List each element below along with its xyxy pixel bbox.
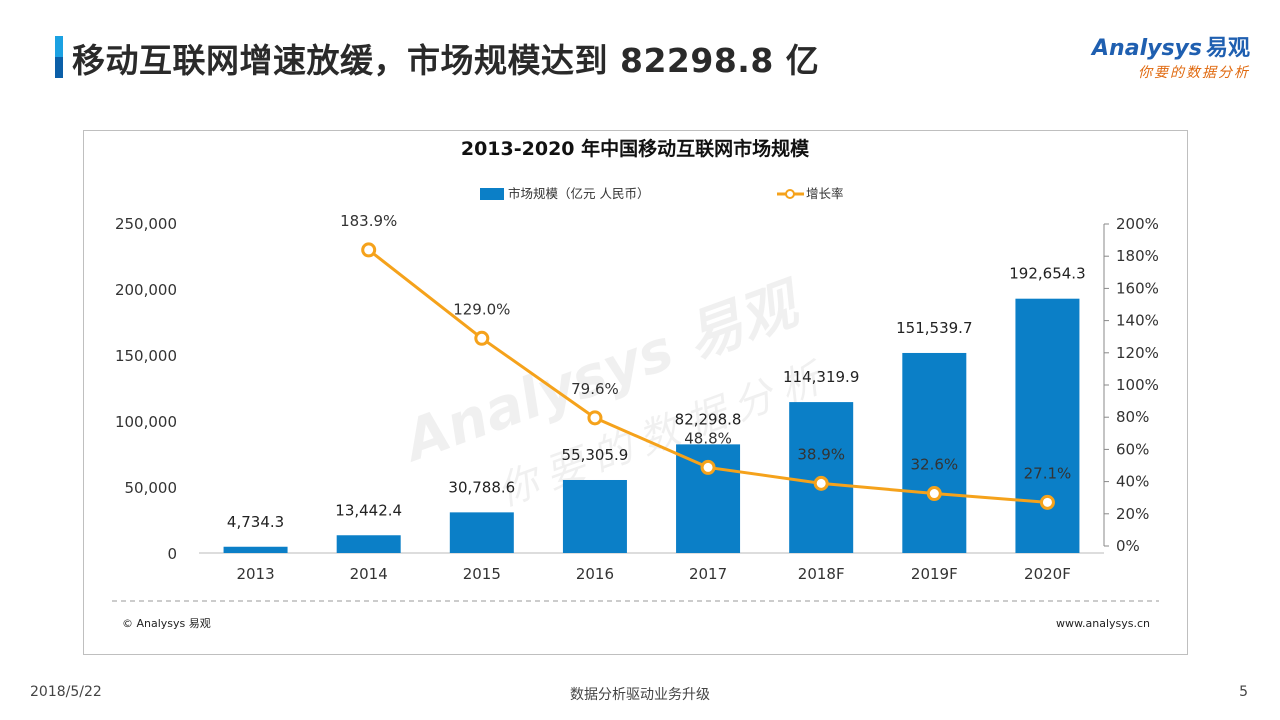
- y-left-tick-label: 250,000: [115, 215, 177, 233]
- bar-value-label: 55,305.9: [562, 446, 629, 464]
- footer-tagline: 数据分析驱动业务升级: [570, 687, 710, 703]
- growth-value-label: 27.1%: [1024, 464, 1072, 482]
- y-right-tick-label: 200%: [1116, 215, 1159, 233]
- chart-panel: Analysys 易观 你要的数据分析 2013-2020 年中国移动互联网市场规模…: [83, 130, 1188, 655]
- bar-value-label: 4,734.3: [227, 513, 284, 531]
- growth-value-label: 79.6%: [571, 380, 619, 398]
- growth-value-label: 48.8%: [684, 429, 732, 447]
- growth-value-label: 183.9%: [340, 212, 397, 230]
- bar-2019F: [902, 352, 967, 553]
- bar-value-label: 114,319.9: [783, 368, 859, 386]
- y-right-tick-label: 0%: [1116, 537, 1140, 555]
- growth-point-2020F: [1039, 494, 1055, 510]
- x-tick-label: 2020F: [1024, 565, 1071, 583]
- growth-point-2016: [587, 410, 603, 426]
- y-right-tick-label: 20%: [1116, 505, 1149, 523]
- logo-brand-en: Analysys: [1092, 36, 1202, 61]
- title-accent-bar: [55, 36, 63, 78]
- y-left-tick-label: 200,000: [115, 281, 177, 299]
- bar-2014: [336, 535, 401, 553]
- x-tick-label: 2019F: [911, 565, 958, 583]
- x-tick-label: 2016: [576, 565, 614, 583]
- growth-point-2017: [700, 459, 716, 475]
- y-left-tick-label: 0: [167, 545, 177, 563]
- x-tick-label: 2013: [236, 565, 274, 583]
- legend-label-line: 增长率: [806, 186, 844, 201]
- analysys-logo: Analysys 易观 你要的数据分析: [1070, 30, 1250, 82]
- y-right-tick-label: 180%: [1116, 247, 1159, 265]
- page-title: 移动互联网增速放缓，市场规模达到 82298.8 亿: [72, 41, 820, 80]
- x-tick-label: 2014: [350, 565, 388, 583]
- y-right-tick-label: 60%: [1116, 440, 1149, 458]
- y-right-tick-label: 120%: [1116, 344, 1159, 362]
- x-tick-label: 2017: [689, 565, 727, 583]
- bar-value-label: 13,442.4: [335, 501, 402, 519]
- legend-swatch-marker: [785, 189, 795, 199]
- copyright-text: © Analysys 易观: [122, 617, 211, 630]
- y-right-tick-label: 160%: [1116, 279, 1159, 297]
- growth-value-label: 38.9%: [797, 445, 845, 463]
- legend-label-bar: 市场规模（亿元 人民币）: [508, 186, 649, 201]
- growth-value-label: 129.0%: [453, 300, 510, 318]
- growth-point-2019F: [926, 486, 942, 502]
- x-tick-label: 2018F: [798, 565, 845, 583]
- y-left-tick-label: 50,000: [125, 479, 178, 497]
- y-left-tick-label: 100,000: [115, 413, 177, 431]
- bar-2015: [449, 512, 514, 553]
- website-text: www.analysys.cn: [1056, 617, 1150, 630]
- growth-point-2014: [361, 242, 377, 258]
- y-right-tick-label: 140%: [1116, 312, 1159, 330]
- y-left-tick-label: 150,000: [115, 347, 177, 365]
- logo-slogan: 你要的数据分析: [1138, 65, 1250, 81]
- growth-value-label: 32.6%: [910, 456, 958, 474]
- chart-title: 2013-2020 年中国移动互联网市场规模: [461, 137, 810, 160]
- y-right-tick-label: 40%: [1116, 473, 1149, 491]
- x-tick-label: 2015: [463, 565, 501, 583]
- growth-point-2018F: [813, 475, 829, 491]
- page-number: 5: [1239, 684, 1248, 700]
- bar-2016: [562, 479, 627, 553]
- growth-point-2015: [474, 330, 490, 346]
- legend-swatch-bar: [480, 188, 504, 200]
- footer-date: 2018/5/22: [30, 684, 102, 700]
- bar-2020F: [1015, 298, 1080, 553]
- bar-value-label: 151,539.7: [896, 319, 972, 337]
- bar-value-label: 192,654.3: [1009, 265, 1085, 283]
- y-right-tick-label: 80%: [1116, 408, 1149, 426]
- y-right-tick-label: 100%: [1116, 376, 1159, 394]
- logo-brand-cn: 易观: [1205, 36, 1250, 61]
- bar-value-label: 82,298.8: [675, 410, 742, 428]
- bar-2013: [223, 546, 288, 553]
- bar-value-label: 30,788.6: [448, 478, 515, 496]
